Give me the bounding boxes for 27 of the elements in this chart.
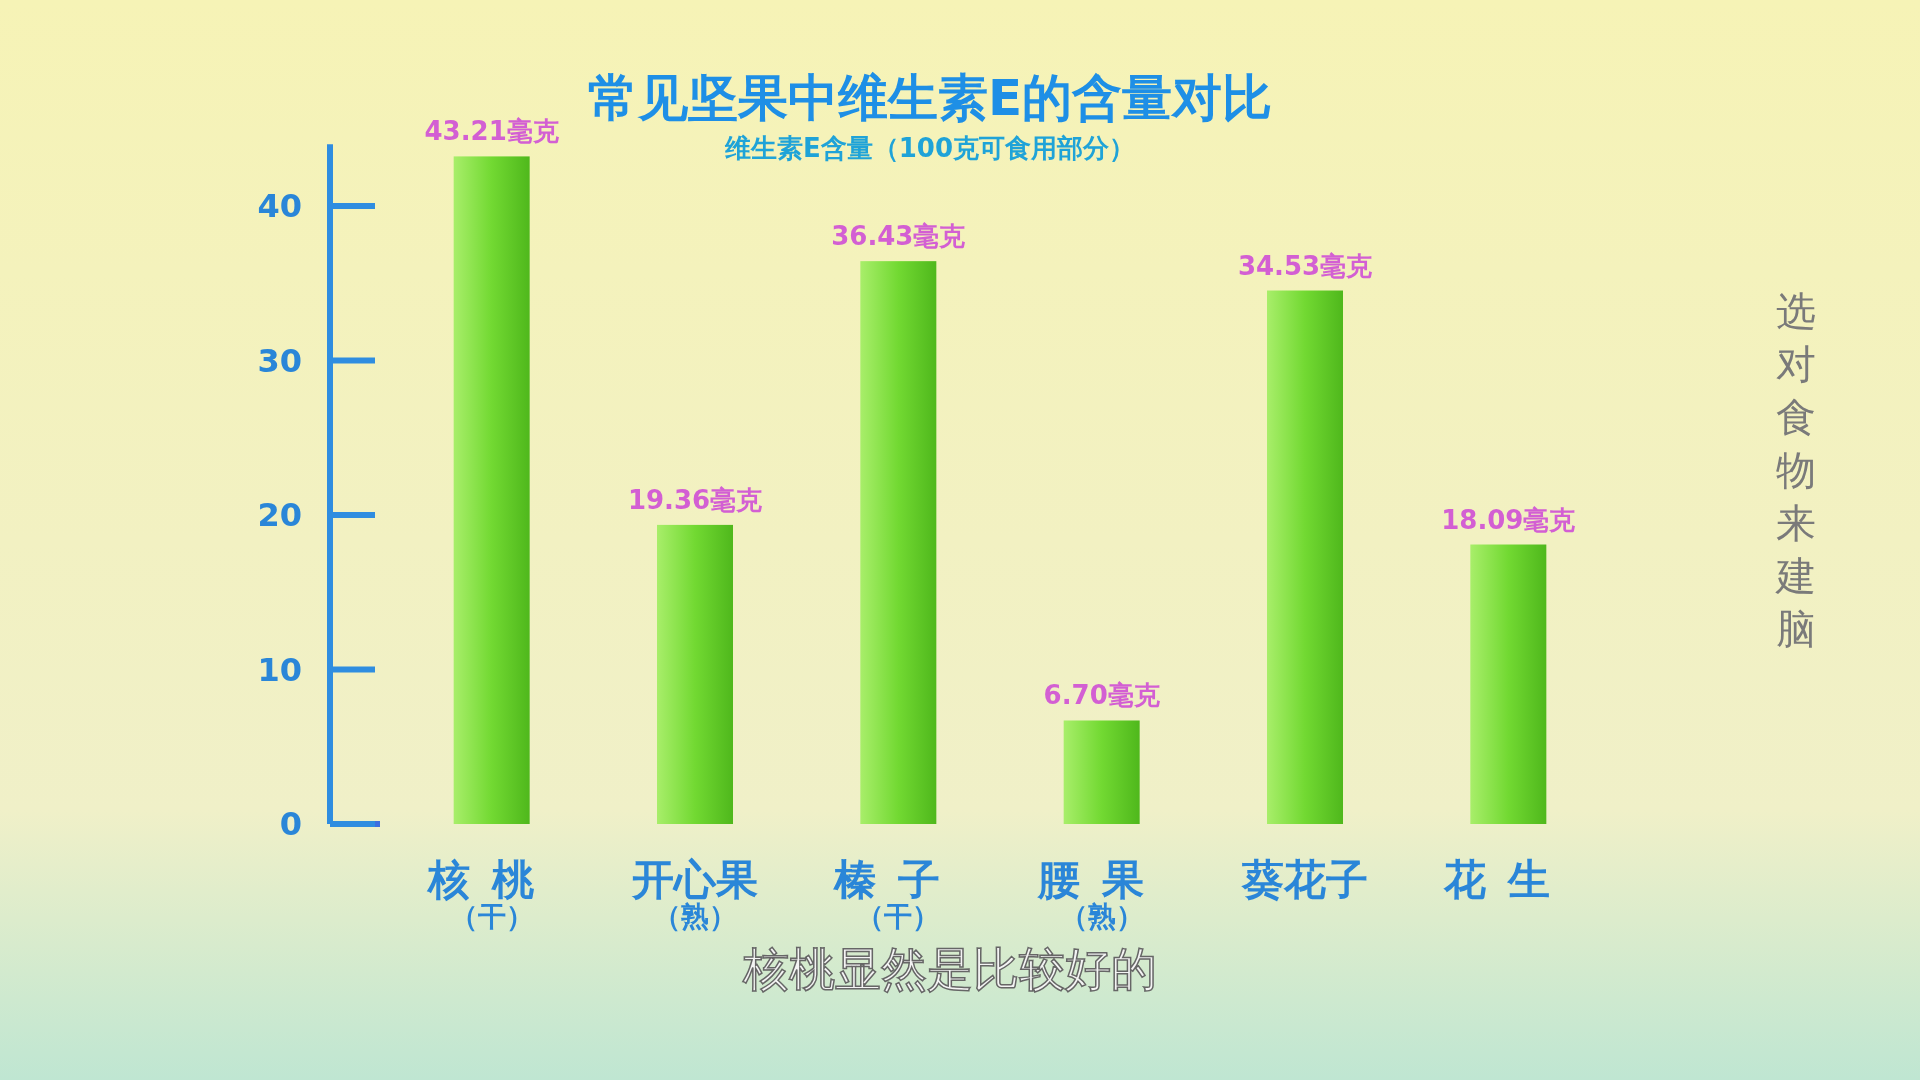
bar xyxy=(1470,544,1547,824)
x-tick-label: 开心果（熟） xyxy=(631,855,759,934)
bar xyxy=(453,156,530,824)
data-label: 19.36毫克 xyxy=(627,484,763,515)
bar xyxy=(860,261,937,824)
data-label: 43.21毫克 xyxy=(424,116,559,147)
x-tick-label: 榛子（干） xyxy=(832,855,964,934)
y-tick-label: 0 xyxy=(279,805,302,843)
chart-subtitle: 维生素E含量（100克可食用部分） xyxy=(723,133,1136,163)
x-tick-label: 花生 xyxy=(1442,855,1574,904)
data-label: 6.70毫克 xyxy=(1043,680,1160,711)
x-tick-label: 核桃（干） xyxy=(426,855,557,934)
bar xyxy=(1063,720,1140,824)
text: 选对食物来建脑 xyxy=(1775,288,1816,652)
y-tick-label: 30 xyxy=(257,341,302,380)
y-tick-label: 40 xyxy=(257,187,302,225)
bar xyxy=(657,524,733,824)
data-label: 34.53毫克 xyxy=(1237,250,1373,281)
y-tick-label: 10 xyxy=(257,650,302,689)
x-tick-label: 葵花子 xyxy=(1240,855,1369,904)
data-label: 36.43毫克 xyxy=(831,221,966,252)
chart-title: 常见坚果中维生素E的含量对比 xyxy=(587,69,1273,127)
data-label: 18.09毫克 xyxy=(1441,504,1576,535)
bar xyxy=(1267,290,1343,824)
y-tick-label: 20 xyxy=(257,496,302,534)
x-tick-label: 腰果（熟） xyxy=(1036,855,1167,934)
text: 核桃显然是比较好的 xyxy=(742,942,1157,996)
